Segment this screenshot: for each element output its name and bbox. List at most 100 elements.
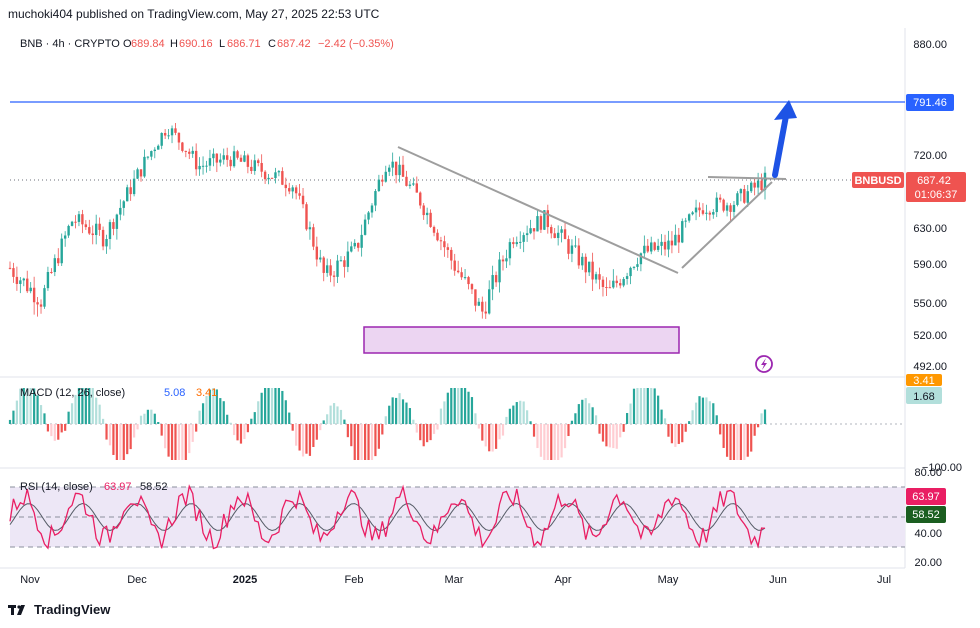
last-price-text: 687.42 (917, 175, 951, 187)
candle-body (570, 245, 574, 254)
candle-body (219, 159, 222, 163)
macd-bar (267, 388, 270, 424)
countdown-text: 01:06:37 (915, 189, 958, 201)
macd-bar (26, 388, 29, 424)
legend-low: 686.71 (227, 38, 261, 50)
candle-body (474, 289, 477, 306)
candle-body (222, 155, 225, 160)
candle-body (288, 188, 291, 192)
macd-bar (632, 388, 636, 424)
macd-bar (88, 388, 91, 424)
macd-bar (188, 424, 191, 454)
breakout-arrow-icon[interactable] (772, 100, 797, 178)
rsi-value-2: 58.52 (140, 481, 168, 493)
macd-bar (112, 424, 115, 455)
candle-body (153, 149, 156, 152)
macd-bar (8, 419, 12, 424)
candle-body (250, 166, 253, 171)
macd-bar (143, 413, 146, 424)
macd-bar (15, 400, 18, 424)
symbol-tag-text: BNBUSD (854, 175, 901, 187)
macd-bar (184, 424, 187, 460)
ascending-trendline[interactable] (681, 181, 773, 269)
candle-body (674, 234, 677, 246)
macd-bar (439, 408, 443, 424)
candle-body (243, 155, 246, 162)
macd-bar (574, 413, 577, 424)
macd-bar (467, 391, 470, 424)
macd-bar (560, 424, 563, 458)
macd-bar (539, 424, 543, 457)
macd-bar (264, 388, 267, 424)
candle-body (88, 227, 91, 234)
chart-area[interactable]: BNB · 4h · CRYPTO O 689.84 H 690.16 L 68… (0, 28, 980, 596)
macd-bar (205, 395, 208, 424)
candle-body (319, 257, 322, 260)
candle-body (508, 242, 512, 259)
candle-body (729, 205, 732, 212)
candle-body (119, 207, 122, 215)
macd-bar (277, 388, 281, 424)
macd-bar (446, 392, 449, 424)
macd-bar (305, 424, 308, 454)
candle-body (277, 171, 281, 173)
macd-bar (667, 424, 670, 437)
candle-body (139, 169, 143, 177)
price-tick: 492.00 (913, 361, 947, 373)
candle-body (8, 267, 12, 269)
candle-body (543, 210, 546, 230)
macd-bar (43, 413, 46, 424)
tradingview-brand[interactable]: TradingView (8, 602, 110, 617)
macd-bar (515, 402, 518, 424)
macd-bar (381, 424, 384, 435)
resistance-trendline[interactable] (707, 176, 787, 180)
macd-bar (639, 388, 642, 424)
candle-body (725, 205, 729, 211)
candle-body (29, 287, 32, 292)
macd-bar (377, 424, 380, 449)
macd-bar (215, 389, 218, 424)
lightning-icon[interactable] (755, 355, 773, 373)
candle-body (229, 159, 232, 167)
macd-bar (12, 410, 15, 424)
candle-body (201, 165, 205, 167)
candle-body (398, 164, 401, 176)
candle-body (346, 251, 350, 267)
macd-bar (91, 388, 94, 424)
candle-body (612, 280, 615, 288)
time-tick: Jul (877, 574, 891, 586)
macd-bar (388, 405, 391, 424)
candle-body (132, 178, 136, 195)
candle-body (536, 216, 539, 232)
candle-body (67, 225, 70, 236)
macd-bar (419, 424, 422, 441)
macd-bar (722, 424, 725, 448)
candle-body (136, 169, 139, 179)
macd-bar (332, 403, 336, 424)
candle-body (715, 197, 718, 213)
descending-trendline[interactable] (397, 146, 679, 274)
macd-bar (622, 424, 625, 432)
macd-bar (98, 404, 101, 424)
macd-bar (391, 397, 394, 424)
candle-body (691, 212, 694, 215)
macd-bar (470, 397, 474, 424)
candle-body (739, 189, 743, 194)
price-chart-svg[interactable]: BNB · 4h · CRYPTO O 689.84 H 690.16 L 68… (0, 28, 980, 596)
price-tick: 720.00 (913, 150, 947, 162)
candle-body (74, 221, 77, 223)
candle-body (763, 172, 767, 191)
support-zone-box[interactable] (363, 326, 680, 354)
macd-value-1: 5.08 (164, 387, 185, 399)
macd-bar (67, 411, 70, 424)
macd-bar (526, 410, 529, 424)
time-axis[interactable]: Nov Dec 2025 Feb Mar Apr May Jun Jul (20, 574, 891, 586)
candle-body (705, 212, 708, 214)
candle-body (646, 245, 649, 252)
published-by-line: muchoki404 published on TradingView.com,… (8, 7, 380, 21)
price-axis[interactable]: 880.00 720.00 630.00 590.00 550.00 520.0… (913, 39, 947, 373)
macd-bar (591, 407, 594, 424)
macd-bar (650, 388, 653, 424)
macd-bar (301, 424, 305, 457)
macd-bar (763, 409, 767, 424)
